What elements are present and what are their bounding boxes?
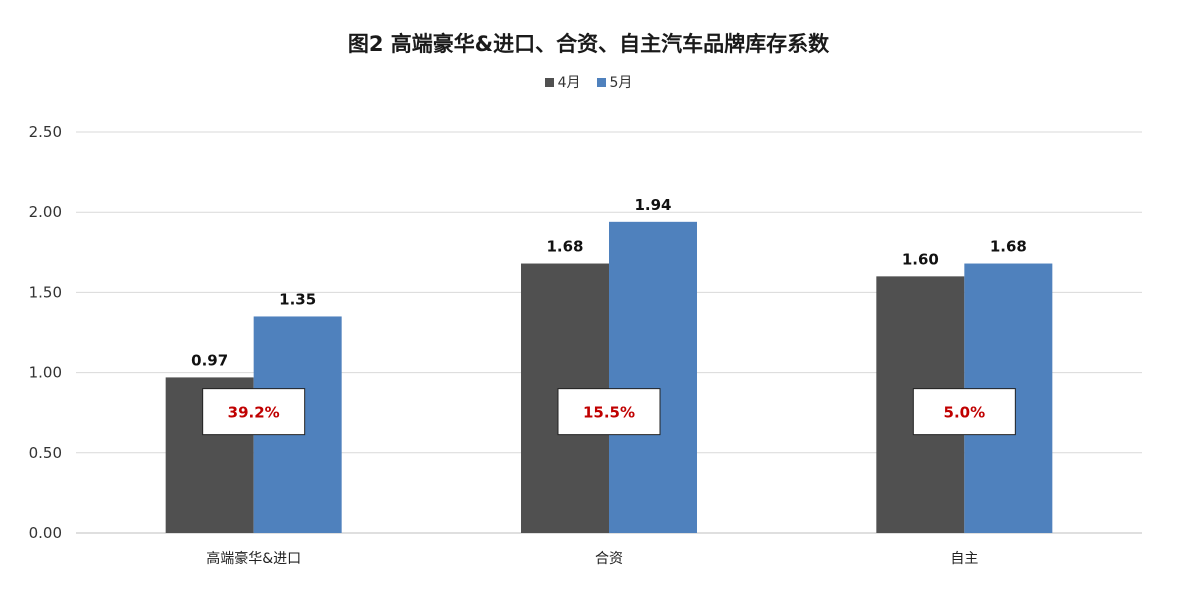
x-category-label: 自主 — [950, 551, 978, 567]
legend-item-april: 4月 — [544, 72, 581, 92]
change-annotation: 15.5% — [583, 404, 635, 422]
y-tick-label: 0.00 — [29, 524, 62, 542]
data-label: 1.94 — [634, 196, 671, 214]
legend-label-april: 4月 — [557, 75, 581, 91]
data-label: 0.97 — [191, 351, 228, 369]
chart-title: 图2 高端豪华&进口、合资、自主汽车品牌库存系数 — [347, 32, 830, 56]
y-tick-label: 0.50 — [29, 444, 62, 462]
change-annotation-box — [557, 388, 661, 436]
x-category-label: 高端豪华&进口 — [206, 550, 301, 567]
change-annotation: 5.0% — [944, 404, 986, 422]
legend-label-may: 5月 — [609, 75, 633, 91]
x-category-label: 合资 — [595, 551, 623, 567]
change-annotation-box — [912, 388, 1016, 436]
legend-swatch-may — [596, 77, 606, 87]
change-annotation-box — [202, 388, 306, 436]
legend-item-may: 5月 — [596, 72, 633, 92]
data-label: 1.35 — [279, 290, 316, 308]
y-tick-label: 2.50 — [29, 123, 62, 141]
y-tick-label: 1.00 — [29, 364, 62, 382]
data-label: 1.68 — [990, 238, 1027, 256]
change-annotation: 39.2% — [228, 404, 280, 422]
data-label: 1.68 — [546, 238, 583, 256]
legend: 4月 5月 — [0, 72, 1177, 92]
data-label: 1.60 — [902, 250, 939, 268]
bar — [609, 221, 697, 533]
y-tick-label: 1.50 — [29, 283, 62, 301]
y-tick-label: 2.00 — [29, 203, 62, 221]
legend-swatch-april — [544, 77, 554, 87]
